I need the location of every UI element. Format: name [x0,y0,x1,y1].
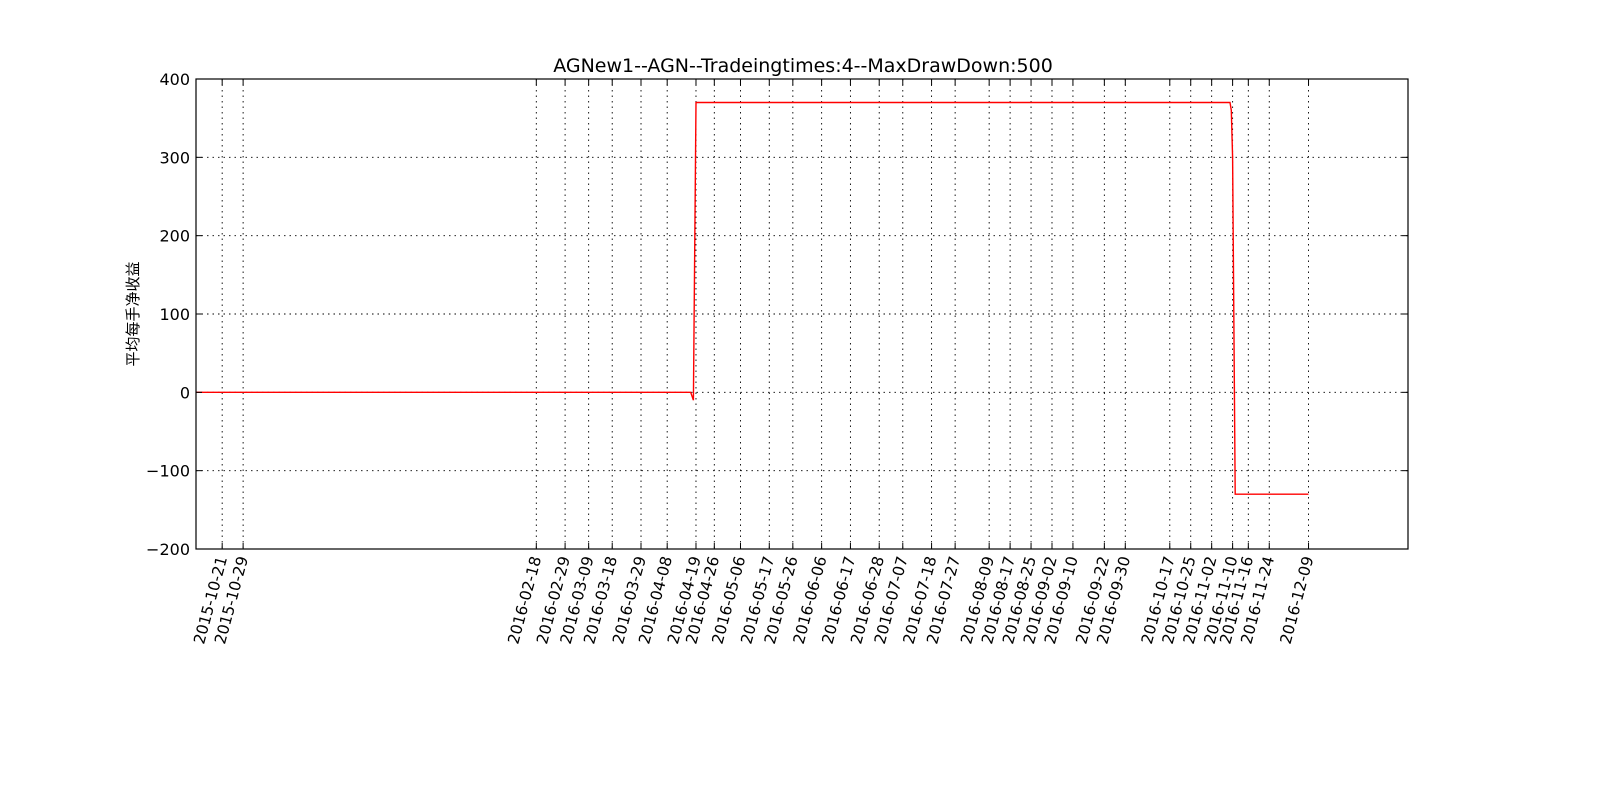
y-axis-label: 平均每手净收益 [124,261,142,366]
grid [196,79,1408,549]
series-layer [196,101,1309,495]
y-tick-label: 100 [159,305,190,324]
y-axis: 400 300 200 100 0 −100 −200 [146,70,1408,559]
y-tick-label: −200 [146,540,190,559]
x-tick-label: 2016-12-09 [1277,554,1318,646]
y-tick-label: 200 [159,227,190,246]
y-tick-label: 400 [159,70,190,89]
y-tick-label: 300 [159,148,190,167]
y-tick-label: 0 [180,383,190,402]
chart-title: AGNew1--AGN--Tradeingtimes:4--MaxDrawDow… [553,55,1053,77]
y-tick-label: −100 [146,462,190,481]
series-line [196,101,1309,495]
